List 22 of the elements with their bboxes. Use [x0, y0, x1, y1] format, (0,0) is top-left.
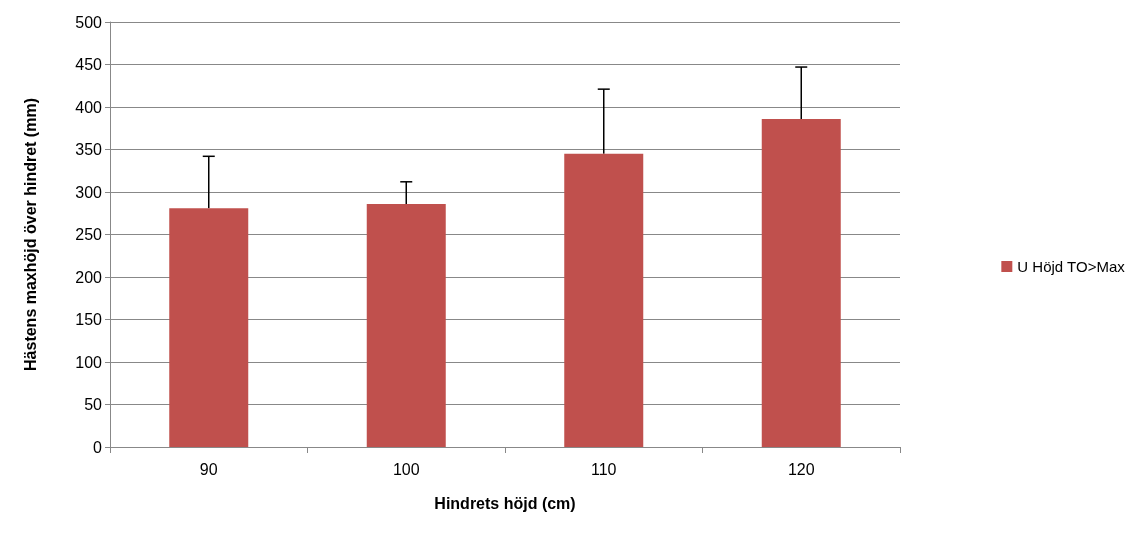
- y-tick-label: 350: [75, 141, 103, 158]
- y-tick-label: 200: [75, 268, 103, 286]
- bar: [169, 208, 249, 447]
- x-tick-label: 100: [392, 460, 420, 478]
- y-tick-label: 450: [75, 56, 103, 73]
- x-tick-label: 90: [199, 460, 218, 478]
- y-tick-label: 500: [75, 13, 103, 31]
- bar: [564, 153, 644, 447]
- x-tick-label: 120: [787, 460, 815, 478]
- y-tick-label: 50: [84, 396, 103, 413]
- y-tick-label: 400: [75, 98, 103, 116]
- y-tick-label: 150: [75, 311, 103, 328]
- y-tick-label: 300: [75, 183, 103, 201]
- bar: [366, 203, 446, 447]
- bar: [761, 118, 841, 447]
- y-tick-label: 100: [75, 353, 103, 371]
- legend-label: U Höjd TO>Max: [1017, 258, 1126, 275]
- x-axis-title: Hindrets höjd (cm): [434, 494, 576, 512]
- y-tick-label: 0: [93, 438, 103, 456]
- y-axis-title: Hästens maxhöjd över hindret (mm): [21, 98, 39, 371]
- y-tick-label: 250: [75, 226, 103, 243]
- x-tick-label: 110: [590, 460, 617, 478]
